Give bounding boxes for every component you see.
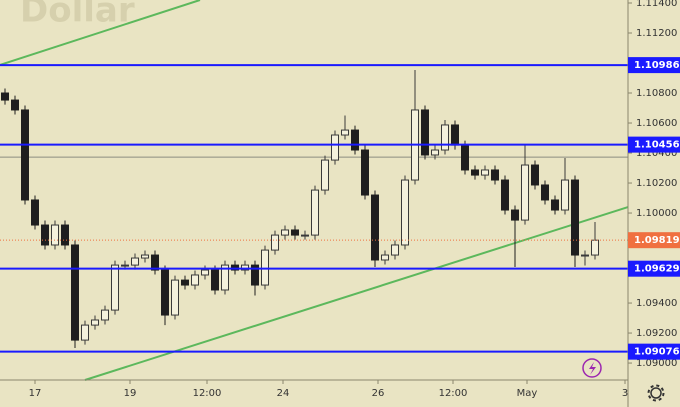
y-tick-label: 1.10600 <box>636 118 677 129</box>
candle-body <box>511 209 519 221</box>
candle-body <box>81 324 89 341</box>
candle-body <box>41 224 49 246</box>
candle-body <box>431 149 439 156</box>
candle-body <box>421 109 429 156</box>
candle-body <box>551 199 559 211</box>
candle-body <box>581 254 589 257</box>
candle-body <box>11 99 19 111</box>
candle-body <box>51 224 59 246</box>
bolt-icon[interactable] <box>582 358 602 378</box>
candle-body <box>331 134 339 161</box>
x-tick-label: 3 <box>622 388 628 399</box>
candle-body <box>31 199 39 226</box>
candle-body <box>101 309 109 321</box>
candle-body <box>571 179 579 256</box>
candle-body <box>381 254 389 261</box>
candle-body <box>441 124 449 151</box>
candle-body <box>91 319 99 326</box>
level-box <box>628 136 680 153</box>
candle-body <box>61 224 69 246</box>
y-tick-label: 1.09000 <box>636 358 677 369</box>
candle-body <box>531 164 539 186</box>
candle-body <box>541 184 549 201</box>
level-box <box>628 57 680 74</box>
candle-body <box>281 229 289 236</box>
candle-body <box>181 279 189 286</box>
x-tick-label: 12:00 <box>193 388 222 399</box>
plot-area <box>0 0 629 381</box>
candle-body <box>371 194 379 261</box>
candle-body <box>291 229 299 236</box>
level-label: 1.10986 <box>634 60 680 71</box>
y-tick-label: 1.10000 <box>636 208 677 219</box>
candle-body <box>361 149 369 196</box>
y-tick-label: 1.11400 <box>636 0 677 9</box>
candle-body <box>151 254 159 271</box>
candle-body <box>21 109 29 201</box>
last-price-label: 1.09819 <box>634 235 680 246</box>
level-box <box>628 260 680 277</box>
settings-icon[interactable] <box>647 384 665 402</box>
candle-body <box>351 129 359 151</box>
candle-body <box>211 269 219 291</box>
x-tick-label: 12:00 <box>439 388 468 399</box>
candle-body <box>311 189 319 236</box>
y-tick-label: 1.10800 <box>636 88 677 99</box>
candle-body <box>301 234 309 237</box>
candle-body <box>231 264 239 271</box>
y-tick-label: 1.10200 <box>636 178 677 189</box>
trendline <box>0 0 201 66</box>
candle-body <box>561 179 569 211</box>
candle-body <box>271 234 279 251</box>
candle-body <box>591 239 599 256</box>
y-tick-label: 1.11200 <box>636 28 677 39</box>
level-box <box>628 343 680 360</box>
candle-body <box>401 179 409 246</box>
candle-body <box>461 144 469 171</box>
last-price-box <box>628 232 680 249</box>
candle-body <box>251 264 259 286</box>
candle-body <box>261 249 269 286</box>
candle-body <box>131 257 139 266</box>
x-tick-label: May <box>517 388 538 399</box>
candle-body <box>71 244 79 341</box>
candle-body <box>501 179 509 211</box>
level-label: 1.10456 <box>634 140 680 151</box>
candle-body <box>191 274 199 286</box>
candle-body <box>341 129 349 136</box>
candle-body <box>241 264 249 271</box>
x-tick-label: 26 <box>372 388 385 399</box>
candle-body <box>141 254 149 259</box>
level-label: 1.09629 <box>634 264 680 275</box>
candle-body <box>481 169 489 176</box>
y-tick-label: 1.09200 <box>636 328 677 339</box>
y-tick-label: 1.09400 <box>636 298 677 309</box>
candle-body <box>521 164 529 221</box>
x-tick-label: 24 <box>277 388 290 399</box>
candle-body <box>121 264 129 267</box>
candle-body <box>321 159 329 191</box>
candle-body <box>111 264 119 311</box>
candle-body <box>221 264 229 291</box>
y-tick-label: 1.10400 <box>636 148 677 159</box>
x-tick-label: 17 <box>29 388 42 399</box>
candle-body <box>161 269 169 316</box>
candle-body <box>0 92 9 101</box>
candle-body <box>171 279 179 316</box>
candle-body <box>471 169 479 176</box>
level-label: 1.09076 <box>634 347 680 358</box>
candle-body <box>391 244 399 256</box>
x-tick-label: 19 <box>124 388 137 399</box>
candle-body <box>451 124 459 146</box>
candle-body <box>491 169 499 181</box>
watermark: Dollar <box>20 0 135 31</box>
candle-body <box>201 269 209 276</box>
